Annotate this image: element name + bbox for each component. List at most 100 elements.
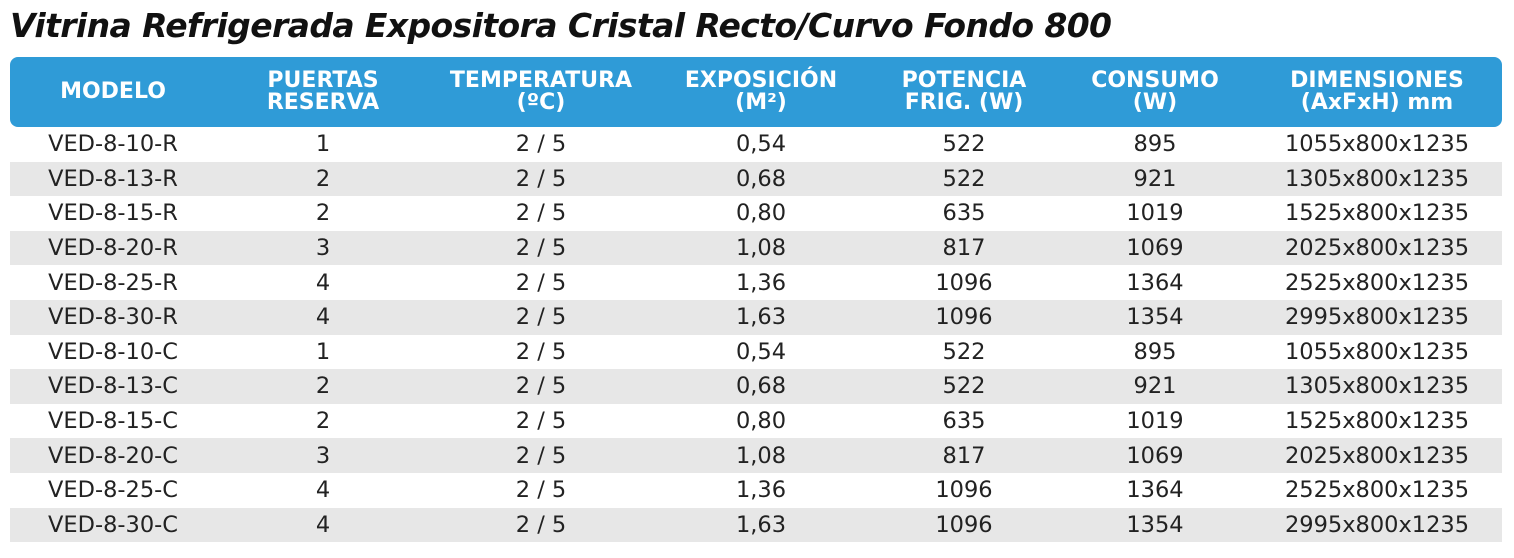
cell-puertas: 3	[216, 230, 430, 266]
cell-temperatura: 2 / 5	[430, 299, 652, 335]
cell-potencia: 1096	[870, 299, 1058, 335]
header-dimensiones: DIMENSIONES (AxFxH) mm	[1252, 57, 1502, 127]
table-row: VED-8-15-C 2 2 / 5 0,80 635 1019 1525x80…	[10, 404, 1502, 439]
cell-consumo: 1069	[1058, 438, 1252, 473]
table-row: VED-8-25-R 4 2 / 5 1,36 1096 1364 2525x8…	[10, 265, 1502, 300]
cell-consumo: 1364	[1126, 269, 1184, 296]
cell-consumo: 921	[1058, 161, 1252, 197]
header-exposicion: EXPOSICIÓN (M²)	[652, 57, 870, 127]
header-line: TEMPERATURA	[449, 68, 633, 93]
table-header: MODELO PUERTAS RESERVA TEMPERATURA (ºC) EX…	[10, 57, 1502, 127]
cell-exposicion: 1,36	[735, 477, 787, 504]
cell-potencia: 1096	[935, 477, 993, 504]
cell-dimensiones: 1525x800x1235	[1284, 200, 1470, 227]
cell-exposicion: 0,54	[735, 131, 787, 158]
cell-temperatura: 2 / 5	[430, 438, 652, 473]
header-line: EXPOSICIÓN	[684, 68, 838, 93]
table-row: VED-8-10-C 1 2 / 5 0,54 522 895 1055x800…	[10, 335, 1502, 370]
cell-temperatura: 2 / 5	[515, 338, 567, 365]
cell-potencia: 1096	[935, 269, 993, 296]
header-potencia: POTENCIA FRIG. (W)	[870, 57, 1058, 127]
header-line: (ºC)	[516, 90, 566, 115]
page-title: Vitrina Refrigerada Expositora Cristal R…	[10, 6, 1112, 45]
cell-potencia: 522	[942, 131, 986, 158]
table-row: VED-8-13-C 2 2 / 5 0,68 522 921 1305x800…	[10, 369, 1502, 404]
cell-dimensiones: 2995x800x1235	[1252, 299, 1502, 335]
table-row: VED-8-10-R 1 2 / 5 0,54 522 895 1055x800…	[10, 127, 1502, 162]
cell-puertas: 2	[315, 200, 331, 227]
header-line: (W)	[1132, 90, 1178, 115]
cell-modelo: VED-8-25-C	[48, 477, 178, 504]
cell-consumo: 1019	[1126, 408, 1184, 435]
cell-modelo: VED-8-10-R	[48, 131, 178, 158]
spec-table: MODELO PUERTAS RESERVA TEMPERATURA (ºC) EX…	[10, 57, 1502, 543]
table-row: VED-8-20-C 3 2 / 5 1,08 817 1069 2025x80…	[10, 438, 1502, 473]
cell-dimensiones: 2025x800x1235	[1252, 230, 1502, 266]
cell-temperatura: 2 / 5	[515, 131, 567, 158]
cell-potencia: 522	[942, 338, 986, 365]
header-temperatura: TEMPERATURA (ºC)	[430, 57, 652, 127]
cell-potencia: 522	[870, 161, 1058, 197]
cell-dimensiones: 2525x800x1235	[1284, 477, 1470, 504]
header-line: MODELO	[60, 79, 166, 104]
header-line: FRIG. (W)	[904, 90, 1024, 115]
cell-temperatura: 2 / 5	[515, 200, 567, 227]
cell-exposicion: 1,63	[652, 299, 870, 335]
header-line: (M²)	[735, 90, 787, 115]
cell-exposicion: 0,68	[652, 161, 870, 197]
cell-exposicion: 0,68	[652, 369, 870, 404]
cell-consumo: 895	[1133, 131, 1177, 158]
cell-exposicion: 1,08	[652, 438, 870, 473]
header-line: DIMENSIONES	[1290, 68, 1464, 93]
cell-temperatura: 2 / 5	[515, 477, 567, 504]
header-line: RESERVA	[266, 90, 380, 115]
table-row: VED-8-25-C 4 2 / 5 1,36 1096 1364 2525x8…	[10, 473, 1502, 508]
cell-exposicion: 0,54	[735, 338, 787, 365]
table-row: VED-8-30-C 4 2 / 5 1,63 1096 1354 2995x8…	[10, 507, 1502, 543]
cell-temperatura: 2 / 5	[430, 507, 652, 543]
cell-modelo: VED-8-15-R	[48, 200, 178, 227]
header-line: (AxFxH) mm	[1300, 90, 1454, 115]
cell-potencia: 817	[870, 438, 1058, 473]
cell-puertas: 4	[216, 507, 430, 543]
cell-dimensiones: 1305x800x1235	[1252, 369, 1502, 404]
cell-exposicion: 1,36	[735, 269, 787, 296]
cell-consumo: 1069	[1058, 230, 1252, 266]
header-line: POTENCIA	[901, 68, 1027, 93]
cell-temperatura: 2 / 5	[515, 408, 567, 435]
cell-exposicion: 1,63	[652, 507, 870, 543]
cell-potencia: 817	[870, 230, 1058, 266]
cell-consumo: 921	[1058, 369, 1252, 404]
cell-dimensiones: 1305x800x1235	[1252, 161, 1502, 197]
cell-consumo: 1364	[1126, 477, 1184, 504]
cell-consumo: 895	[1133, 338, 1177, 365]
cell-puertas: 4	[315, 269, 331, 296]
cell-dimensiones: 1055x800x1235	[1284, 131, 1470, 158]
cell-exposicion: 1,08	[652, 230, 870, 266]
header-modelo: MODELO	[10, 57, 216, 127]
header-line: PUERTAS	[267, 68, 379, 93]
cell-modelo: VED-8-10-C	[48, 338, 178, 365]
cell-dimensiones: 2995x800x1235	[1252, 507, 1502, 543]
cell-dimensiones: 1055x800x1235	[1284, 338, 1470, 365]
cell-modelo: VED-8-15-C	[48, 408, 178, 435]
cell-modelo: VED-8-30-R	[10, 299, 216, 335]
cell-puertas: 2	[216, 369, 430, 404]
table-row: VED-8-13-R 2 2 / 5 0,68 522 921 1305x800…	[10, 161, 1502, 197]
cell-puertas: 4	[315, 477, 331, 504]
cell-exposicion: 0,80	[735, 408, 787, 435]
cell-puertas: 1	[315, 131, 331, 158]
header-row: MODELO PUERTAS RESERVA TEMPERATURA (ºC) EX…	[10, 57, 1502, 127]
cell-dimensiones: 2025x800x1235	[1252, 438, 1502, 473]
cell-puertas: 1	[315, 338, 331, 365]
cell-temperatura: 2 / 5	[430, 161, 652, 197]
cell-potencia: 522	[870, 369, 1058, 404]
cell-temperatura: 2 / 5	[430, 230, 652, 266]
header-line: CONSUMO	[1091, 68, 1219, 93]
table-body: VED-8-10-R 1 2 / 5 0,54 522 895 1055x800…	[10, 127, 1502, 543]
cell-consumo: 1354	[1058, 299, 1252, 335]
cell-puertas: 3	[216, 438, 430, 473]
cell-dimensiones: 1525x800x1235	[1284, 408, 1470, 435]
cell-temperatura: 2 / 5	[430, 369, 652, 404]
cell-temperatura: 2 / 5	[515, 269, 567, 296]
